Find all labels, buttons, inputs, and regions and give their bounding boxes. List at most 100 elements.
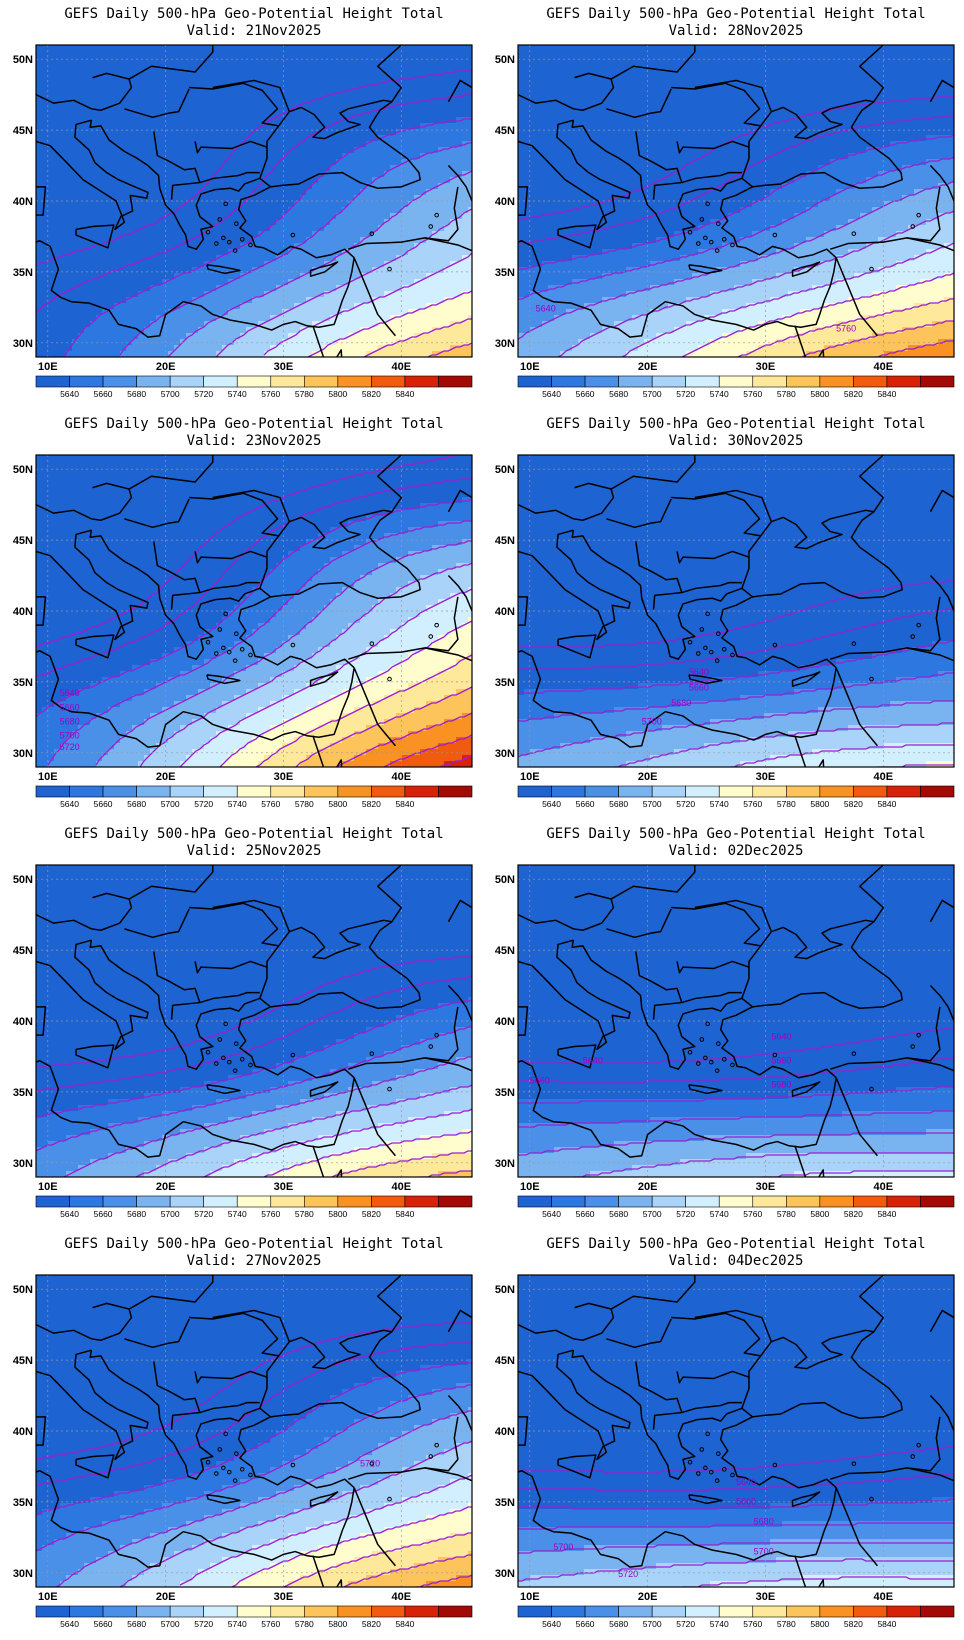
colorbar-swatch — [438, 1195, 473, 1208]
coastline — [189, 492, 279, 537]
colorbar-swatch — [786, 1195, 821, 1208]
island — [248, 652, 253, 658]
colorbar: 5640 5660 5680 5700 5720 5740 5760 5780 5800 5820… — [517, 375, 955, 399]
height-contour — [36, 956, 472, 1068]
colorbar-swatch — [203, 375, 238, 388]
coastline — [741, 99, 903, 189]
island — [290, 642, 296, 648]
coastline — [830, 596, 941, 660]
colorbar-tick-label: 5680 — [127, 799, 146, 809]
colorbar-tick-label: 5640 — [60, 1619, 79, 1629]
lat-tick-label: 45N — [495, 535, 515, 547]
island — [703, 1465, 708, 1471]
lat-tick-label: 35N — [13, 677, 33, 689]
colorbar-tick-label: 5800 — [810, 1619, 829, 1629]
coastline — [518, 1416, 529, 1446]
colorbar-swatch — [404, 1605, 439, 1618]
height-contour — [518, 1522, 954, 1530]
coastline — [858, 45, 885, 103]
lon-tick-label: 40E — [874, 771, 894, 783]
colorbar-swatch — [786, 375, 821, 388]
panel-valid-date: Valid: 02Dec2025 — [669, 843, 804, 859]
coastline — [353, 1487, 396, 1567]
lon-tick-label: 10E — [38, 1591, 58, 1603]
contour-label: 5640 — [771, 1031, 791, 1041]
height-contour — [614, 722, 954, 767]
colorbar-tick-label: 5680 — [127, 389, 146, 399]
colorbar-swatch — [169, 1195, 204, 1208]
coastline — [348, 1416, 459, 1480]
coastline — [835, 1487, 878, 1567]
coastline — [741, 1329, 903, 1419]
coastline — [606, 88, 672, 119]
coastline — [259, 509, 421, 599]
colorbar-swatch — [685, 1605, 720, 1618]
coastline — [906, 1057, 954, 1072]
island — [687, 639, 693, 645]
contour-label: 5700 — [754, 1546, 774, 1556]
colorbar-tick-label: 5700 — [643, 389, 662, 399]
island — [234, 221, 239, 226]
colorbar-tick-label: 5800 — [810, 1209, 829, 1219]
coastline — [89, 530, 355, 669]
height-contour — [47, 520, 472, 766]
island — [772, 1052, 778, 1058]
height-contour — [255, 654, 472, 767]
island — [434, 1032, 439, 1038]
colorbar-tick-label: 5700 — [161, 1209, 180, 1219]
coastline — [75, 1454, 115, 1479]
coastline — [153, 1361, 201, 1430]
coastline — [610, 865, 696, 900]
height-contour — [518, 700, 954, 758]
island — [705, 1431, 711, 1437]
colorbar-tick-label: 5660 — [576, 1619, 595, 1629]
colorbar-swatch — [270, 1195, 305, 1208]
colorbar-tick-label: 5820 — [844, 1619, 863, 1629]
lat-tick-label: 40N — [495, 1426, 515, 1438]
colorbar-swatch — [551, 1605, 586, 1618]
colorbar-tick-label: 5700 — [643, 799, 662, 809]
height-contour — [179, 1474, 472, 1586]
island — [703, 645, 708, 651]
height-contour — [518, 1498, 954, 1510]
colorbar-tick-label: 5840 — [877, 389, 896, 399]
lat-tick-label: 40N — [13, 606, 33, 618]
lat-tick-label: 40N — [13, 1016, 33, 1028]
colorbar-tick-label: 5660 — [94, 799, 113, 809]
coastline — [36, 1469, 355, 1568]
lat-tick-label: 35N — [13, 267, 33, 279]
coastline — [36, 482, 133, 521]
island — [851, 231, 857, 236]
island — [239, 1466, 245, 1472]
lon-tick-label: 30E — [274, 361, 294, 373]
colorbar-tick-label: 5800 — [328, 1209, 347, 1219]
colorbar-swatch — [685, 375, 720, 388]
coastline — [447, 1309, 472, 1333]
coastline — [153, 541, 201, 610]
colorbar-swatch — [886, 785, 921, 798]
coastline — [36, 239, 355, 338]
colorbar-swatch — [517, 375, 552, 388]
colorbar-tick-label: 5820 — [844, 799, 863, 809]
colorbar-swatch — [337, 375, 372, 388]
colorbar-swatch — [886, 1605, 921, 1618]
coastline — [36, 529, 149, 641]
lat-tick-label: 30N — [13, 1568, 33, 1580]
island — [910, 634, 916, 639]
colorbar-swatch — [651, 1605, 686, 1618]
island — [226, 1469, 232, 1475]
island — [708, 649, 714, 655]
island — [851, 1051, 857, 1056]
coastline — [635, 131, 683, 200]
map-frame — [517, 44, 955, 358]
panel-title: GEFS Daily 500-hPa Geo-Potential Height … — [64, 1236, 443, 1252]
island — [714, 658, 720, 663]
colorbar-tick-label: 5780 — [295, 1209, 314, 1219]
coastline — [518, 1006, 529, 1036]
lon-tick-label: 10E — [38, 771, 58, 783]
island — [205, 1459, 211, 1465]
coastline — [671, 902, 761, 947]
contour-label: 5700 — [553, 1542, 573, 1552]
island — [687, 229, 693, 235]
lat-tick-label: 35N — [13, 1497, 33, 1509]
